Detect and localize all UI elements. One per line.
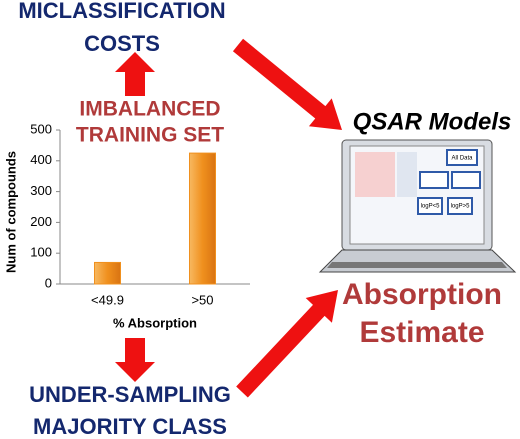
x-tick-label: <49.9 (91, 292, 124, 307)
x-tick-label: >50 (191, 292, 213, 307)
y-tick-label: 100 (30, 245, 52, 260)
result-label: Estimate (359, 316, 484, 349)
arrow (115, 52, 155, 96)
imbalanced-label: TRAINING SET (76, 124, 224, 147)
bar-chart: 0 100 200 300 400 500 <49.9 >50 % Absorption Num … (3, 121, 250, 330)
bar (189, 152, 216, 285)
screen-box-label: All Data (451, 156, 473, 162)
y-tick-label: 400 (30, 152, 52, 167)
y-tick-label: 300 (30, 183, 52, 198)
screen-box-label: logP<5 (421, 204, 441, 210)
y-tick-label: 0 (45, 275, 52, 290)
arrow (115, 338, 155, 382)
y-axis-label: Num of compounds (3, 151, 18, 273)
bar (94, 261, 121, 285)
x-axis-label: % Absorption (113, 315, 197, 330)
laptop: All Data logP<5 logP>5 (318, 139, 517, 273)
models-label: QSAR Models (353, 108, 512, 135)
arrow (236, 290, 338, 398)
bottom-label: MAJORITY CLASS (33, 414, 227, 439)
arrow (232, 38, 342, 130)
bottom-label: UNDER-SAMPLING (29, 382, 231, 407)
y-tick-label: 200 (30, 214, 52, 229)
imbalanced-label: IMBALANCED (79, 98, 220, 121)
top-label: MICLASSIFICATION (18, 0, 225, 23)
screen-box-label: logP>5 (451, 204, 471, 210)
top-label: COSTS (84, 31, 160, 56)
arrows (115, 38, 342, 398)
result-label: Absorption (342, 278, 502, 311)
y-tick-label: 500 (30, 121, 52, 136)
